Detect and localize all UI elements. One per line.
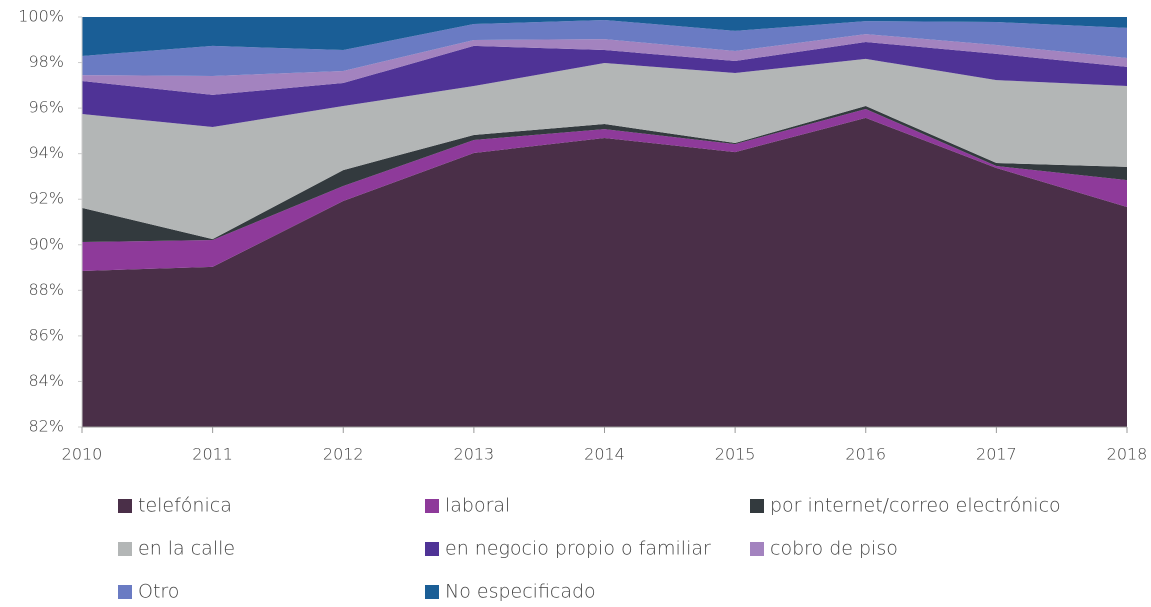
y-tick-label: 94%: [28, 143, 64, 162]
legend-swatch: [750, 499, 764, 513]
legend-swatch: [118, 499, 132, 513]
area: [82, 42, 1127, 128]
legend-swatch: [118, 542, 132, 556]
legend-swatch: [425, 499, 439, 513]
area: [82, 34, 1127, 95]
x-tick-label: 2015: [715, 445, 756, 464]
y-tick-label: 84%: [28, 371, 64, 390]
plot-area: [82, 17, 1127, 427]
x-tick-label: 2013: [454, 445, 495, 464]
legend-label: en negocio propio o familiar: [445, 538, 711, 560]
area: [82, 109, 1127, 271]
legend-label: por internet/correo electrónico: [770, 495, 1061, 517]
legend-label: cobro de piso: [770, 538, 898, 560]
legend-label: telefónica: [138, 495, 232, 517]
legend-label: laboral: [445, 495, 510, 517]
x-tick-label: 2016: [845, 445, 886, 464]
x-tick-label: 2014: [584, 445, 625, 464]
legend-swatch: [425, 585, 439, 599]
area: [82, 17, 1127, 56]
y-tick-label: 88%: [28, 280, 64, 299]
y-tick-label: 90%: [28, 234, 64, 253]
y-tick-label: 86%: [28, 325, 64, 344]
legend-swatch: [118, 585, 132, 599]
y-tick-label: 96%: [28, 98, 64, 117]
legend-label: en la calle: [138, 538, 235, 560]
legend-label: No especificado: [445, 581, 596, 603]
y-tick-label: 82%: [28, 417, 64, 436]
x-tick-label: 2017: [976, 445, 1017, 464]
area: [82, 19, 1127, 76]
area: [82, 117, 1127, 427]
legend-label: Otro: [138, 581, 179, 603]
legend-swatch: [425, 542, 439, 556]
x-tick-label: 2011: [192, 445, 233, 464]
y-tick-label: 100%: [18, 7, 64, 26]
area: [82, 58, 1127, 240]
y-tick-label: 98%: [28, 52, 64, 71]
x-tick-label: 2010: [62, 445, 103, 464]
y-tick-label: 92%: [28, 189, 64, 208]
x-tick-label: 2018: [1107, 445, 1148, 464]
legend-swatch: [750, 542, 764, 556]
x-tick-label: 2012: [323, 445, 364, 464]
